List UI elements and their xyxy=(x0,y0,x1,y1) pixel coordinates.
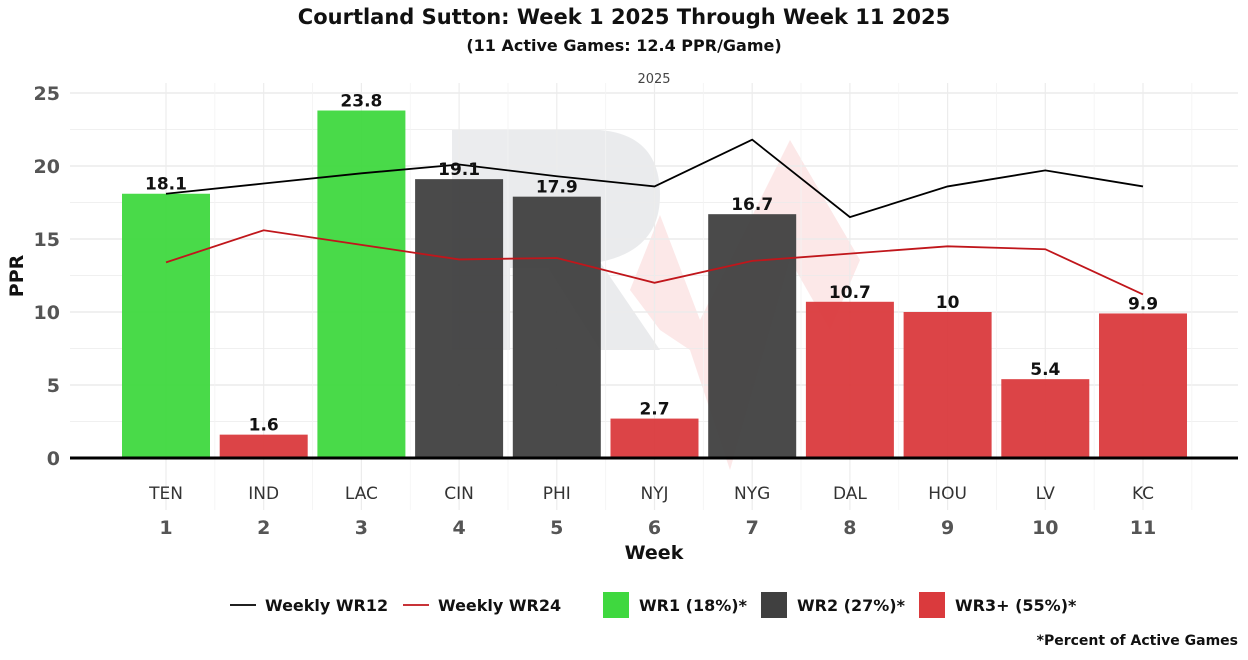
x-axis-title: Week xyxy=(625,542,684,564)
bar-week-5 xyxy=(512,196,601,458)
y-tick-label: 25 xyxy=(34,83,60,105)
bar-week-3 xyxy=(317,110,406,459)
x-tick-label: 7 xyxy=(746,517,759,539)
data-label-week-10: 5.4 xyxy=(1030,360,1060,380)
y-tick-label: 5 xyxy=(47,375,60,397)
facet-label: 2025 xyxy=(637,72,670,87)
footnote: *Percent of Active Games xyxy=(1036,633,1238,649)
x-tick-label: 3 xyxy=(355,517,368,539)
y-axis-title: PPR xyxy=(6,254,28,297)
data-label-week-7: 16.7 xyxy=(731,195,773,215)
bar-week-2 xyxy=(219,434,308,458)
data-label-week-5: 17.9 xyxy=(536,178,578,198)
bar-week-11 xyxy=(1099,313,1187,458)
y-tick-label: 15 xyxy=(34,229,60,251)
opponent-label-week-10: LV xyxy=(1036,484,1056,504)
opponent-label-week-6: NYJ xyxy=(640,484,668,504)
chart-title: Courtland Sutton: Week 1 2025 Through We… xyxy=(297,5,951,29)
data-label-week-6: 2.7 xyxy=(639,400,669,420)
x-tick-label: 2 xyxy=(257,517,270,539)
legend-label: WR3+ (55%)* xyxy=(955,596,1077,615)
legend-label: WR2 (27%)* xyxy=(797,596,906,615)
opponent-label-week-8: DAL xyxy=(833,484,867,504)
opponent-label-week-2: IND xyxy=(248,484,279,504)
opponent-label-week-7: NYG xyxy=(734,484,770,504)
bar-week-4 xyxy=(415,179,504,458)
bar-week-10 xyxy=(1001,379,1090,458)
data-label-week-2: 1.6 xyxy=(249,416,279,436)
x-tick-label: 10 xyxy=(1032,517,1058,539)
y-tick-label: 20 xyxy=(34,156,60,178)
bar-week-6 xyxy=(610,418,699,458)
opponent-label-week-9: HOU xyxy=(928,484,967,504)
line-weekly-wr12 xyxy=(165,138,1144,219)
legend-swatch xyxy=(761,592,787,618)
chart-subtitle: (11 Active Games: 12.4 PPR/Game) xyxy=(466,36,782,55)
opponent-label-week-5: PHI xyxy=(543,484,571,504)
x-tick-label: 4 xyxy=(452,517,465,539)
data-label-week-8: 10.7 xyxy=(829,283,871,303)
opponent-label-week-3: LAC xyxy=(345,484,378,504)
legend-swatch xyxy=(603,592,629,618)
opponent-label-week-1: TEN xyxy=(148,484,183,504)
opponent-label-week-11: KC xyxy=(1132,484,1154,504)
legend: Weekly WR12 Weekly WR24 WR1 (18%)* WR2 (27%… xyxy=(230,592,1077,618)
bar-week-8 xyxy=(805,301,894,458)
bar-series xyxy=(122,110,1187,459)
legend-label: WR1 (18%)* xyxy=(639,596,748,615)
x-tick-label: 8 xyxy=(843,517,856,539)
x-tick-label: 9 xyxy=(941,517,954,539)
data-label-week-3: 23.8 xyxy=(340,92,382,112)
opponent-label-week-4: CIN xyxy=(444,484,474,504)
data-label-week-11: 9.9 xyxy=(1128,294,1158,314)
y-tick-label: 10 xyxy=(34,302,60,324)
line-weekly-wr24 xyxy=(165,229,1144,296)
x-tick-label: 6 xyxy=(648,517,661,539)
x-tick-label: 5 xyxy=(550,517,563,539)
data-labels: 18.1 1.6 23.8 19.1 17.9 2.7 16.7 10.7 10 5.4 9.9 xyxy=(145,92,1158,436)
bar-week-7 xyxy=(708,214,797,458)
x-tick-label: 1 xyxy=(159,517,172,539)
data-label-week-9: 10 xyxy=(936,293,960,313)
x-tick-label: 11 xyxy=(1130,517,1156,539)
bar-week-9 xyxy=(903,312,992,458)
data-label-week-4: 19.1 xyxy=(438,160,480,180)
data-label-week-1: 18.1 xyxy=(145,175,187,195)
legend-label: Weekly WR12 xyxy=(265,596,388,615)
legend-label: Weekly WR24 xyxy=(438,596,561,615)
bar-week-1 xyxy=(122,193,210,459)
legend-swatch xyxy=(919,592,945,618)
benchmark-lines xyxy=(165,138,1144,296)
y-tick-label: 0 xyxy=(47,448,60,470)
